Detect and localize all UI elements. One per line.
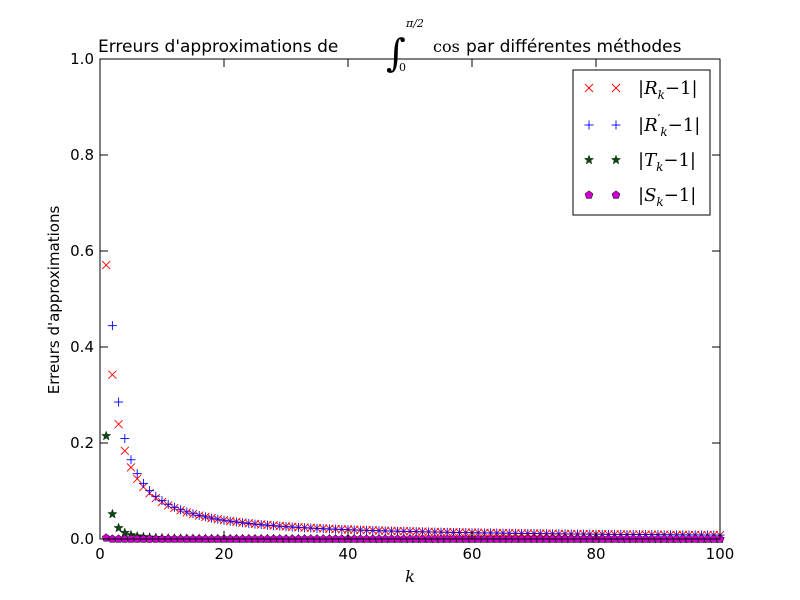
y-tick-label: 0.4	[70, 338, 94, 356]
data-point	[107, 321, 117, 331]
x-axis: 0 20 40 60 80 100	[95, 59, 734, 563]
legend-labels: |Rk−1| |R′k−1| |Tk−1| |Sk−1|	[638, 78, 700, 209]
legend: |Rk−1| |R′k−1| |Tk−1| |Sk−1|	[572, 69, 711, 216]
data-point	[200, 512, 210, 522]
title-suffix: par différentes méthodes	[466, 37, 682, 57]
x-tick-label: 80	[586, 545, 605, 563]
legend-label-1: |Rk−1|	[638, 78, 698, 102]
legend-box	[572, 69, 711, 216]
data-point	[250, 519, 260, 529]
data-point	[207, 513, 217, 523]
legend-label-4: |Sk−1|	[638, 185, 696, 209]
data-point	[108, 370, 117, 379]
data-point	[145, 486, 155, 496]
title-integral-upper: π/2	[405, 17, 424, 30]
data-point	[244, 518, 254, 528]
data-point	[101, 430, 112, 441]
data-point	[262, 520, 272, 530]
data-point	[163, 499, 173, 509]
data-point	[157, 496, 167, 506]
y-tick-label: 0.6	[70, 242, 94, 260]
data-point	[120, 433, 130, 443]
data-point	[256, 520, 266, 530]
data-point	[213, 514, 223, 524]
legend-marker-4	[584, 190, 594, 199]
data-point	[219, 515, 229, 525]
x-tick-label: 0	[95, 545, 105, 563]
title-integral-sign: ∫	[386, 31, 406, 75]
data-point	[138, 478, 148, 488]
legend-marker-3	[583, 154, 595, 165]
title-function: cos	[433, 37, 460, 56]
legend-label-3: |Tk−1|	[638, 150, 696, 174]
legend-markers	[583, 83, 622, 199]
data-point	[132, 469, 142, 479]
legend-marker-4-b	[611, 190, 621, 199]
x-tick-label: 100	[706, 545, 735, 563]
data-point	[169, 502, 179, 512]
legend-marker-1	[584, 83, 594, 93]
title-prefix: Erreurs d'approximations de	[98, 37, 338, 57]
y-tick-label: 0.0	[70, 530, 94, 548]
data-point	[188, 509, 198, 519]
y-tick-label: 0.8	[70, 146, 94, 164]
data-point	[120, 446, 130, 456]
legend-marker-2	[584, 120, 594, 130]
data-point	[114, 397, 124, 407]
plot-frame	[99, 58, 721, 540]
data-point	[126, 463, 136, 472]
legend-marker-1-b	[611, 83, 621, 93]
data-point	[194, 510, 204, 520]
x-tick-label: 40	[338, 545, 357, 563]
data-point	[182, 507, 192, 517]
data-point	[113, 522, 124, 533]
x-tick-label: 20	[214, 545, 233, 563]
data-point	[176, 505, 186, 515]
title-integral-lower: 0	[399, 61, 406, 74]
data-point	[107, 508, 118, 519]
data-point	[238, 518, 248, 528]
data-point	[126, 455, 136, 465]
data-point	[114, 419, 123, 429]
legend-marker-3-b	[610, 154, 622, 165]
x-tick-label: 60	[462, 545, 481, 563]
chart-title: Erreurs d'approximations de ∫ π/2 0 cos …	[98, 17, 682, 75]
legend-marker-2-b	[611, 120, 621, 130]
data-point	[269, 521, 279, 531]
data-point	[101, 260, 111, 270]
x-axis-label: k	[405, 567, 415, 586]
y-axis-label: Erreurs d'approximations	[45, 206, 63, 395]
y-tick-label: 1.0	[70, 50, 94, 68]
data-point	[231, 517, 241, 527]
y-axis: 0.0 0.2 0.4 0.6 0.8 1.0	[70, 50, 720, 548]
legend-label-2: |R′k−1|	[638, 112, 700, 139]
y-tick-label: 0.2	[70, 434, 94, 452]
data-point	[225, 516, 235, 526]
data-point	[151, 491, 161, 501]
data-point	[132, 474, 142, 484]
